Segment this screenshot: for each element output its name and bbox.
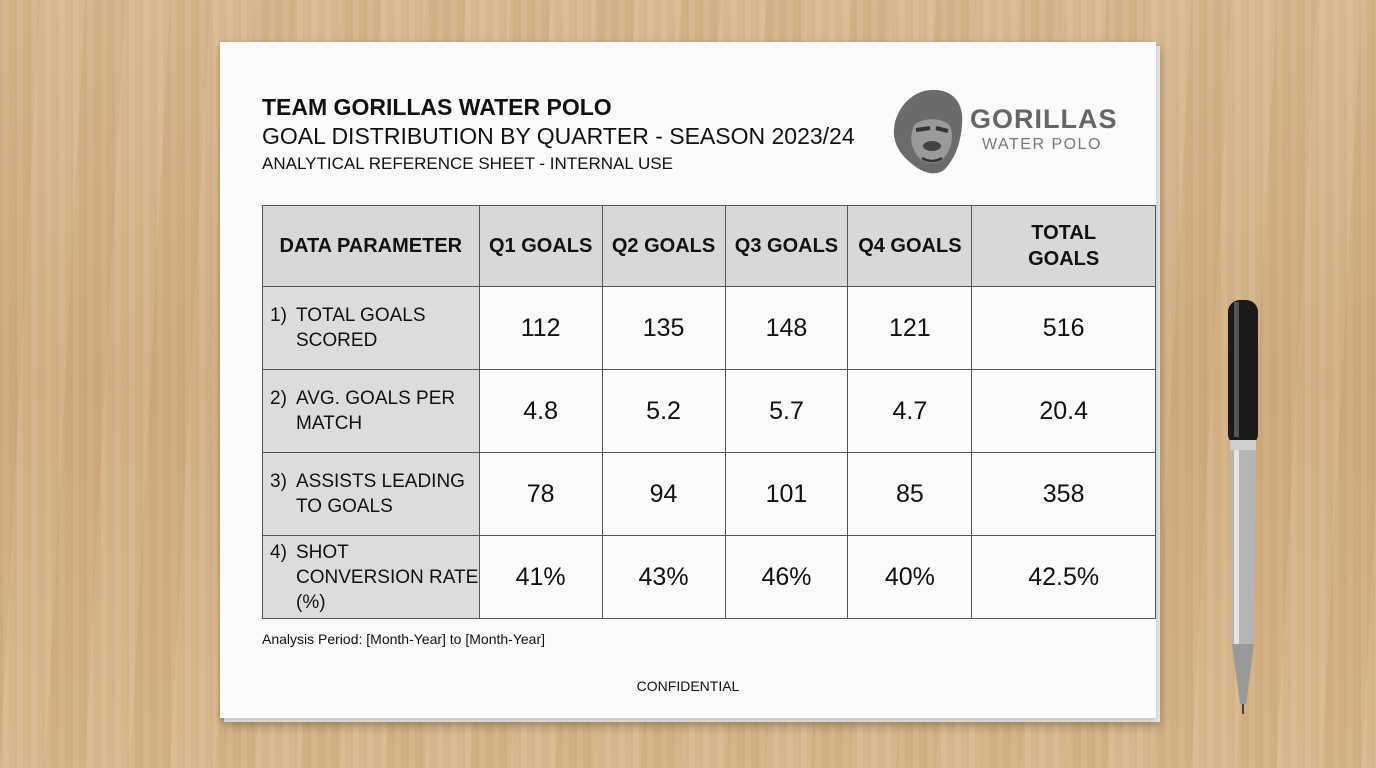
subtitle: GOAL DISTRIBUTION BY QUARTER - SEASON 20… [262, 123, 855, 149]
value-cell: 94 [601, 452, 726, 536]
table-body: 1) TOTAL GOALS SCORED 112 135 148 121 516 2) AVG… [262, 286, 1156, 619]
value-cell: 40% [847, 535, 973, 619]
value-cell: 20.4 [971, 369, 1156, 453]
logo: GORILLAS WATER POLO [884, 86, 1117, 176]
value-cell: 148 [724, 286, 849, 370]
row-label: 2) AVG. GOALS PER MATCH [263, 386, 479, 436]
table-row: 4) SHOT CONVERSION RATE (%) 41% 43% 46% 40% 42… [262, 535, 1156, 619]
logo-tagline: WATER POLO [982, 136, 1102, 153]
table-row: 1) TOTAL GOALS SCORED 112 135 148 121 516 [262, 286, 1156, 370]
title: TEAM GORILLAS WATER POLO [262, 94, 612, 120]
column-header: Q3 GOALS [724, 205, 849, 287]
table-row: 3) ASSISTS LEADING TO GOALS 78 94 101 85 358 [262, 452, 1156, 536]
column-header: Q1 GOALS [478, 205, 603, 287]
pen [1228, 300, 1258, 714]
row-label-text: AVG. GOALS PER MATCH [296, 388, 456, 434]
value-cell: 42.5% [971, 535, 1156, 619]
column-header: TOTAL GOALS [971, 205, 1156, 287]
row-label-text: ASSISTS LEADING TO GOALS [296, 471, 465, 517]
row-label-cell: 2) AVG. GOALS PER MATCH [262, 369, 480, 453]
header-row: DATA PARAMETER Q1 GOALS Q2 GOALS Q3 GOALS Q4… [262, 205, 1156, 287]
value-cell: 41% [478, 535, 603, 619]
confidential: CONFIDENTIAL [636, 678, 740, 694]
value-cell: 5.7 [724, 369, 849, 453]
paper: TEAM GORILLAS WATER POLO GOAL DISTRIBUTI… [220, 42, 1156, 718]
data-table: DATA PARAMETER Q1 GOALS Q2 GOALS Q3 GOALS Q4… [262, 205, 1156, 619]
logo-name: GORILLAS [970, 104, 1118, 134]
column-header: DATA PARAMETER [262, 205, 480, 287]
row-number: 3) [270, 471, 287, 492]
row-number: 1) [270, 305, 287, 326]
note: ANALYTICAL REFERENCE SHEET - INTERNAL US… [262, 154, 673, 173]
value-cell: 516 [971, 286, 1156, 370]
value-cell: 5.2 [601, 369, 726, 453]
table-row: 2) AVG. GOALS PER MATCH 4.8 5.2 5.7 4.7 20.4 [262, 369, 1156, 453]
row-number: 4) [270, 541, 287, 563]
row-label: 1) TOTAL GOALS SCORED [263, 303, 479, 353]
value-cell: 4.7 [847, 369, 973, 453]
value-cell: 46% [724, 535, 849, 619]
row-label-cell: 3) ASSISTS LEADING TO GOALS [262, 452, 480, 536]
value-cell: 78 [478, 452, 603, 536]
row-label-cell: 4) SHOT CONVERSION RATE (%) [262, 535, 480, 619]
row-number: 2) [270, 388, 287, 409]
value-cell: 85 [847, 452, 973, 536]
gorilla-icon [893, 89, 963, 174]
value-cell: 121 [847, 286, 973, 370]
row-label-text: TOTAL GOALS SCORED [296, 305, 426, 351]
value-cell: 101 [724, 452, 849, 536]
value-cell: 4.8 [478, 369, 603, 453]
row-label: 4) SHOT CONVERSION RATE (%) [263, 540, 479, 615]
value-cell: 112 [478, 286, 603, 370]
column-header: Q2 GOALS [601, 205, 726, 287]
row-label: 3) ASSISTS LEADING TO GOALS [263, 469, 479, 519]
analysis-period: Analysis Period: [Month-Year] to [Month-… [262, 631, 546, 647]
row-label-cell: 1) TOTAL GOALS SCORED [262, 286, 480, 370]
column-header: Q4 GOALS [847, 205, 973, 287]
value-cell: 43% [601, 535, 726, 619]
value-cell: 135 [601, 286, 726, 370]
row-label-text: SHOT CONVERSION RATE (%) [296, 541, 479, 613]
value-cell: 358 [971, 452, 1156, 536]
